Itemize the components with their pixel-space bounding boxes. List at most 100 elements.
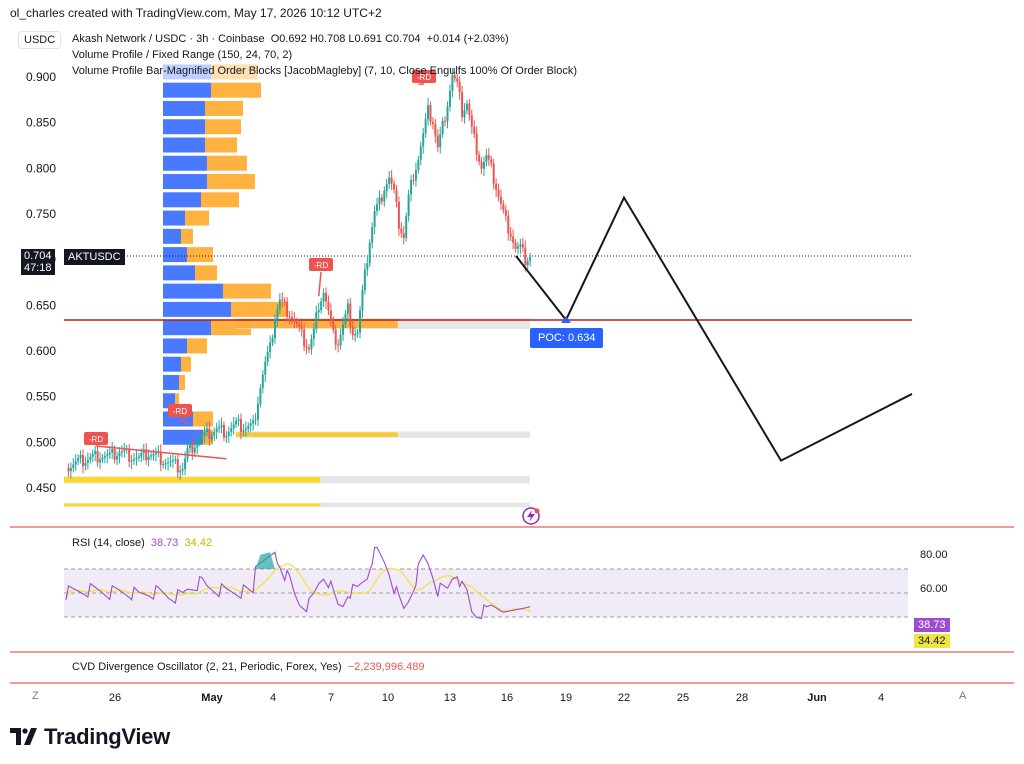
volume-profile-bar <box>163 155 207 171</box>
volume-profile-bar <box>211 64 258 80</box>
candle-body <box>427 105 430 120</box>
volume-profile-bar <box>207 174 255 190</box>
candle-body <box>145 449 148 461</box>
candle-body <box>354 334 357 336</box>
y-tick-label: 0.900 <box>26 70 56 84</box>
candle-body <box>283 300 286 302</box>
candle-body <box>169 461 172 463</box>
candle-body <box>412 180 415 182</box>
volume-profile-bar <box>163 320 211 336</box>
alert-bolt-icon <box>522 507 540 525</box>
candle-body <box>147 456 150 461</box>
order-block-zone <box>236 432 398 437</box>
rd-marker-label: -RD <box>173 407 187 416</box>
rsi-legend[interactable]: RSI (14, close) 38.73 34.42 <box>72 537 212 549</box>
rsi-value: 38.73 <box>150 537 179 549</box>
volume-profile-bar <box>205 137 237 153</box>
volume-profile-bar <box>163 100 205 116</box>
cvd-legend[interactable]: CVD Divergence Oscillator (2, 21, Period… <box>72 661 425 673</box>
candle-body <box>118 452 121 457</box>
candle-body <box>123 450 126 452</box>
candle-body <box>393 183 396 190</box>
candle-body <box>290 317 293 320</box>
poc-label: POC: 0.634 <box>530 328 604 348</box>
ohlc-values: O0.692 H0.708 L0.691 C0.704 <box>270 33 421 45</box>
y-tick-label: 0.550 <box>26 390 56 404</box>
rsi-level-80: 80.00 <box>920 549 948 561</box>
candle-body <box>266 352 269 362</box>
volume-profile-bar <box>175 393 179 409</box>
y-tick-label: 0.800 <box>26 161 56 175</box>
divergence-line <box>179 417 188 425</box>
cvd-title: CVD Divergence Oscillator (2, 21, Period… <box>72 661 342 673</box>
candle-body <box>94 451 97 454</box>
candle-body <box>252 420 255 424</box>
candle-body <box>140 453 143 457</box>
candle-body <box>205 428 208 433</box>
candle-body <box>458 81 461 93</box>
volume-profile-bar <box>195 265 217 281</box>
candle-body <box>514 242 517 249</box>
candle-body <box>295 321 298 325</box>
candle-body <box>176 459 179 473</box>
candle-body <box>325 292 328 302</box>
rsi-overbought-fill <box>255 552 275 569</box>
candle-body <box>490 159 493 164</box>
candle-body <box>191 443 194 453</box>
cvd-value: −2,239,996.489 <box>347 661 425 673</box>
candle-body <box>232 424 235 429</box>
candle-body <box>259 387 262 404</box>
candle-body <box>495 183 498 190</box>
candle-body <box>239 419 242 432</box>
candle-body <box>167 462 170 464</box>
tradingview-brand: TradingView <box>44 724 170 749</box>
volume-profile-bar <box>185 210 209 226</box>
candle-body <box>371 226 374 243</box>
volume-profile-bar <box>187 247 213 263</box>
candle-body <box>468 103 471 116</box>
candle-body <box>395 189 398 202</box>
candle-body <box>130 460 133 462</box>
candle-body <box>264 361 267 375</box>
x-tick-label: Jun <box>807 692 827 704</box>
volume-profile-bar <box>187 338 207 354</box>
rsi-value-tag: 38.73 <box>914 618 950 632</box>
candle-body <box>346 303 349 314</box>
candle-body <box>179 470 182 473</box>
indicator-volume-profile[interactable]: Volume Profile / Fixed Range (150, 24, 7… <box>72 49 293 61</box>
candle-body <box>227 431 230 436</box>
candle-body <box>390 177 393 184</box>
candle-body <box>113 449 116 460</box>
candle-body <box>334 329 337 345</box>
candle-body <box>419 146 422 160</box>
volume-profile-bar <box>163 429 203 445</box>
timescale-left-button[interactable]: Z <box>32 690 39 702</box>
y-tick-label: 0.650 <box>26 298 56 312</box>
candle-body <box>509 233 512 237</box>
candle-body <box>69 467 72 472</box>
volume-profile-bar <box>163 228 181 244</box>
rsi-ma-value: 34.42 <box>184 537 213 549</box>
volume-profile-bar <box>181 356 191 372</box>
x-tick-label: 10 <box>382 692 394 704</box>
candle-body <box>225 435 228 438</box>
candle-body <box>422 133 425 147</box>
candle-body <box>286 301 289 317</box>
currency-button[interactable]: USDC <box>18 31 62 49</box>
candle-body <box>397 201 400 229</box>
candle-body <box>461 92 464 118</box>
candle-body <box>446 106 449 122</box>
candle-body <box>133 459 136 461</box>
symbol-title: Akash Network / USDC · 3h · Coinbase <box>72 33 265 45</box>
x-tick-label: 26 <box>109 692 121 704</box>
timescale-right-button[interactable]: A <box>959 690 967 702</box>
indicator-order-blocks[interactable]: Volume Profile Bar-Magnified Order Block… <box>72 65 578 77</box>
volume-profile-bar <box>207 155 247 171</box>
candle-body <box>349 303 352 327</box>
divergence-line <box>95 445 227 460</box>
candle-body <box>332 320 335 330</box>
candle-body <box>111 449 114 453</box>
volume-profile-bar <box>193 411 213 427</box>
candle-body <box>507 215 510 234</box>
